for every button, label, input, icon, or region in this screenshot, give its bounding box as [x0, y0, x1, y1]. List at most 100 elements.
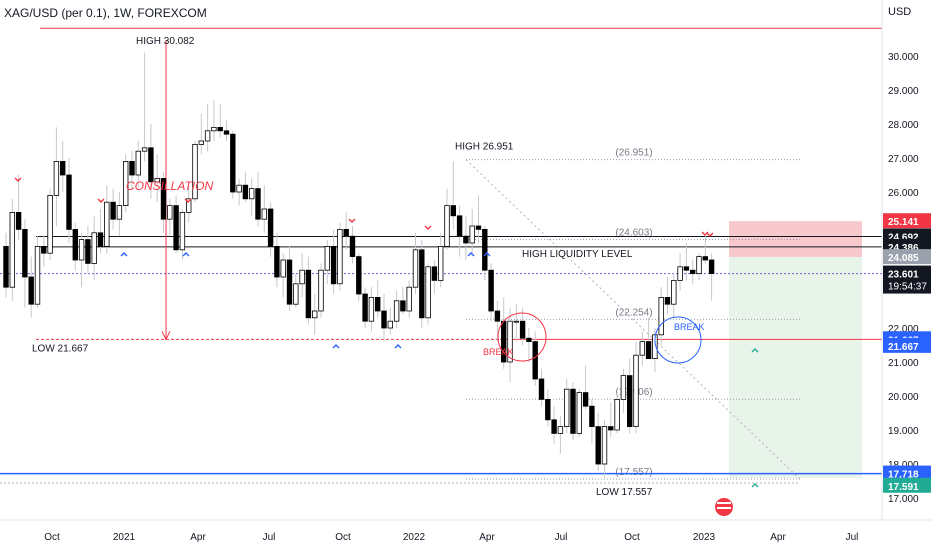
- candle-body: [223, 130, 230, 135]
- currency-label: USD: [888, 6, 912, 18]
- candle-body: [677, 266, 683, 281]
- y-tick-label: 26.000: [888, 188, 919, 199]
- sell-marker-icon: [424, 225, 432, 230]
- range-arrow-icon: [161, 331, 171, 341]
- candle-body: [431, 266, 438, 281]
- candle-body: [261, 208, 267, 220]
- candle-body: [343, 228, 349, 237]
- candle-body: [72, 228, 78, 261]
- candle-body: [570, 388, 576, 434]
- candle-body: [141, 147, 148, 152]
- candle-body: [450, 205, 456, 217]
- candle-body: [664, 296, 671, 305]
- label-high-liquidity: HIGH LIQUIDITY LEVEL: [522, 249, 633, 260]
- candle-body: [475, 225, 482, 230]
- fib-label: (26.951): [615, 148, 652, 159]
- candle-body: [104, 201, 110, 247]
- annotation-break-blue: BREAK: [674, 322, 705, 332]
- candle-body: [690, 269, 696, 275]
- candle-body: [551, 419, 557, 434]
- candle-body: [387, 320, 393, 329]
- take-profit-zone: [729, 257, 862, 478]
- candle-body: [708, 259, 715, 274]
- fib-label: (22.254): [615, 307, 652, 318]
- fib-label: (17.557): [615, 467, 652, 478]
- candle-body: [507, 320, 513, 363]
- price-tag: [883, 213, 931, 229]
- candle-body: [608, 426, 614, 431]
- candle-body: [267, 208, 274, 247]
- sell-marker-icon: [706, 232, 714, 237]
- candle-body: [110, 201, 116, 220]
- candle-body: [393, 300, 400, 322]
- candle-body: [639, 341, 645, 356]
- candle-body: [368, 296, 375, 322]
- candle-body: [116, 205, 123, 220]
- label-high-26951: HIGH 26.951: [455, 142, 514, 153]
- candle-body: [356, 256, 362, 295]
- y-tick-label: 19.000: [888, 426, 919, 437]
- y-tick-label: 29.000: [888, 86, 919, 97]
- candle-body: [658, 296, 664, 336]
- candle-body: [330, 245, 337, 285]
- buy-marker-icon: [120, 252, 128, 257]
- candle-body: [28, 276, 34, 305]
- candle-body: [406, 286, 412, 312]
- price-tag-label: 24.386: [888, 243, 919, 254]
- candle-body: [633, 354, 639, 428]
- buy-marker-icon: [394, 344, 402, 349]
- label-high-30082: HIGH 30.082: [136, 36, 195, 47]
- candle-body: [564, 388, 570, 428]
- candle-body: [41, 245, 47, 254]
- candle-body: [683, 266, 690, 271]
- projection-line: [465, 159, 801, 480]
- candle-body: [545, 398, 551, 421]
- candle-body: [311, 310, 318, 319]
- candle-body: [532, 341, 538, 380]
- candle-body: [173, 205, 179, 251]
- candle-body: [236, 184, 242, 193]
- candle-body: [293, 283, 299, 305]
- x-tick-label: Jul: [263, 532, 276, 543]
- candle-body: [614, 398, 620, 431]
- candle-body: [444, 205, 450, 247]
- candle-body: [217, 127, 223, 132]
- buy-marker-icon: [182, 252, 190, 257]
- x-tick-label: Oct: [335, 532, 351, 543]
- candle-body: [671, 279, 677, 305]
- candle-body: [324, 245, 330, 271]
- price-tag-label: 23.601: [888, 270, 919, 281]
- target-marker-icon: [751, 348, 759, 353]
- candle-body: [185, 198, 192, 213]
- x-tick-label: 2021: [113, 532, 136, 543]
- sell-marker-icon: [14, 177, 22, 182]
- candle-body: [620, 375, 627, 400]
- x-tick-label: 2023: [693, 532, 716, 543]
- sell-marker-icon: [97, 198, 105, 203]
- candle-body: [167, 205, 173, 220]
- x-tick-label: Jul: [846, 532, 859, 543]
- price-tag-label: 21.667: [888, 342, 919, 353]
- x-tick-label: 2022: [403, 532, 426, 543]
- candle-body: [381, 310, 387, 329]
- annotation-consolidation: CONSILLATION: [126, 179, 213, 193]
- candle-body: [463, 235, 469, 244]
- chart-title: XAG/USD (per 0.1), 1W, FOREXCOM: [4, 6, 207, 20]
- candle-body: [179, 211, 186, 251]
- candle-body: [494, 310, 501, 322]
- candle-body: [192, 143, 198, 200]
- candle-body: [135, 150, 141, 176]
- candle-body: [280, 259, 286, 278]
- candle-body: [513, 320, 519, 323]
- candle-body: [469, 225, 475, 244]
- candle-body: [123, 160, 129, 206]
- candle-body: [85, 239, 91, 264]
- candle-body: [526, 337, 532, 343]
- buy-marker-icon: [483, 252, 491, 257]
- candle-body: [248, 188, 255, 200]
- price-tag: [883, 337, 931, 353]
- candle-body: [3, 245, 9, 288]
- y-tick-label: 21.000: [888, 358, 919, 369]
- x-tick-label: Apr: [770, 532, 786, 543]
